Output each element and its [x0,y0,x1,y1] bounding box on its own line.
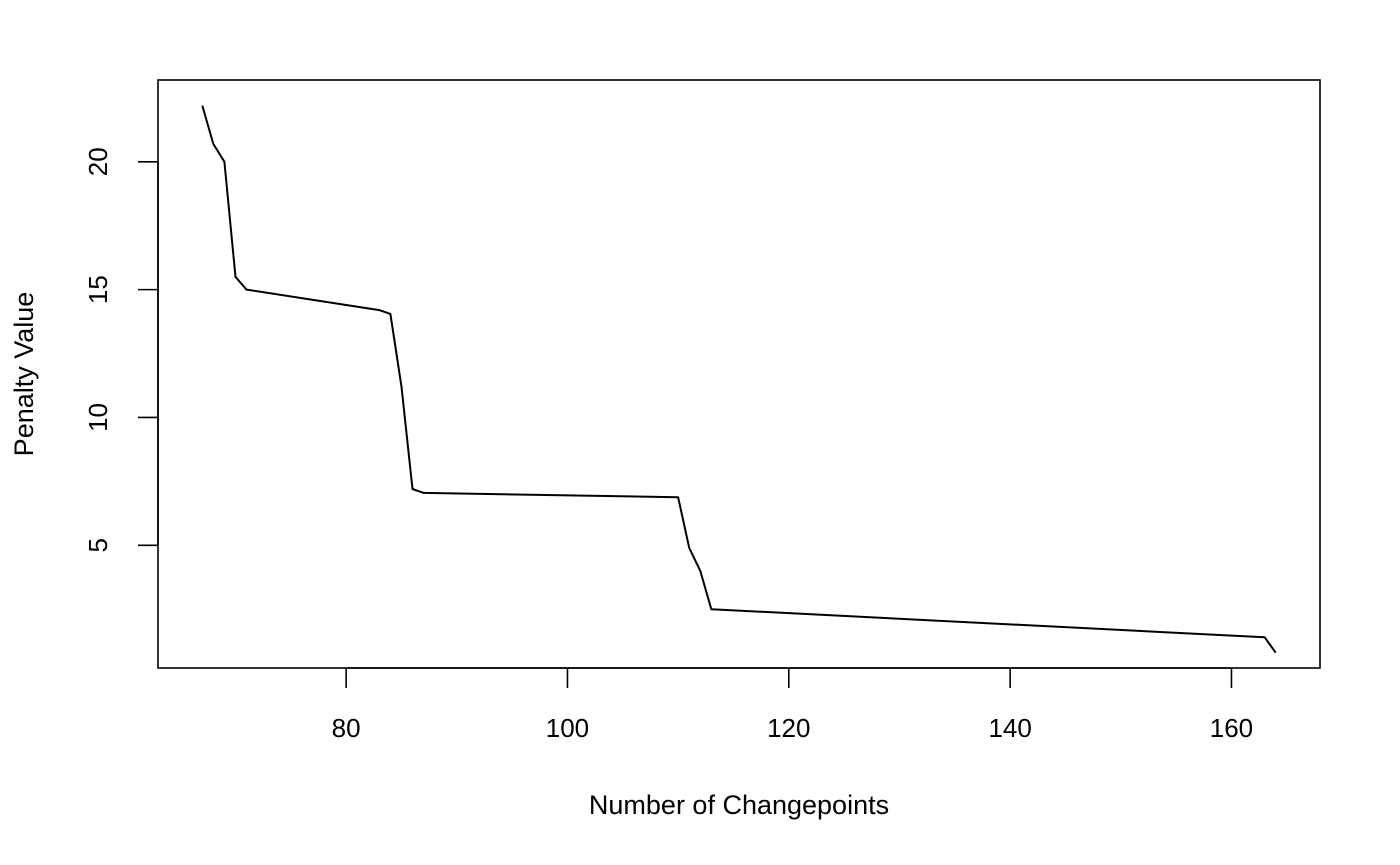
series-layer [201,105,1277,654]
series-line [201,105,1277,654]
x-tick-label: 100 [546,713,589,743]
y-tick-label: 5 [83,538,113,552]
y-axis: 5 10 15 20 [83,147,159,553]
y-tick-label: 15 [83,275,113,304]
y-tick-label: 20 [83,147,113,176]
x-tick-label: 120 [767,713,810,743]
x-axis-label: Number of Changepoints [589,790,889,820]
x-tick-label: 80 [332,713,361,743]
y-axis-label: Penalty Value [9,292,39,457]
x-tick-label: 140 [988,713,1031,743]
y-tick-label: 10 [83,403,113,432]
x-tick-label: 160 [1210,713,1253,743]
x-axis: 80 100 120 140 160 [332,667,1253,743]
